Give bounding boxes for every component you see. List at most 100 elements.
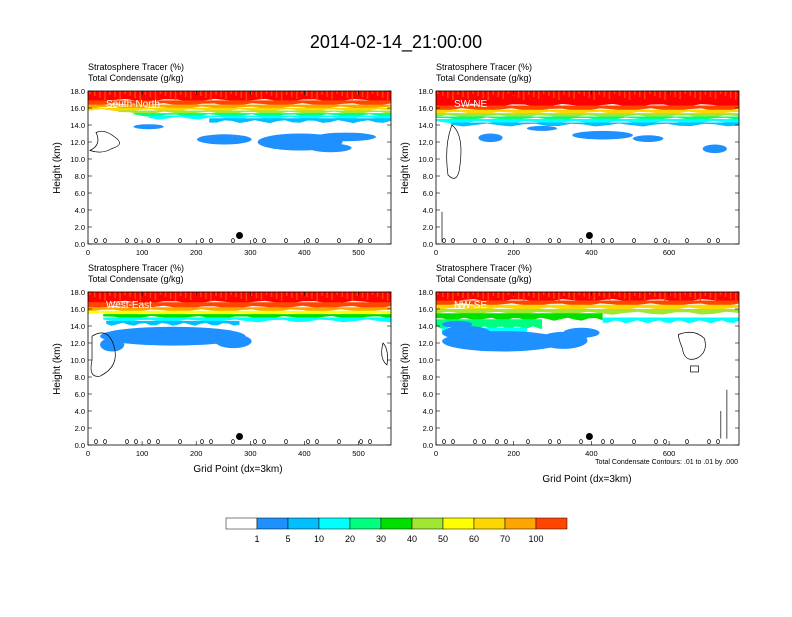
tracer-streak [714,292,717,300]
tracer-layer [88,91,391,102]
panel-label: West-East [106,300,152,311]
contour-line [473,439,477,444]
contour-line [306,439,310,444]
tracer-streak [124,292,126,295]
tracer-streak [522,292,525,301]
contour-line [451,238,455,243]
tracer-streak [245,292,248,301]
tracer-streak [301,292,303,295]
tracer-streak [654,91,656,96]
contour-line [90,332,116,377]
condensate-blob [632,135,664,143]
tracer-streak [568,91,570,97]
condensate-blob [442,326,491,340]
tracer-layer [209,118,391,124]
tracer-streak [603,292,606,298]
contour-line [147,238,151,243]
tracer-streak [522,91,525,100]
tracer-streak [260,91,263,99]
tracer-streak [109,91,111,95]
tracer-streak [472,292,474,295]
tracer-streak [255,91,258,97]
contour-line [134,238,138,243]
colorbar-label: 20 [345,534,355,544]
y-tick-label: 14.0 [70,121,85,130]
y-tick-label: 16.0 [70,305,85,314]
y-tick-label: 10.0 [70,155,85,164]
tracer-streak [94,292,96,297]
tracer-streak [644,91,646,99]
tracer-streak [361,292,364,298]
tracer-streak [563,292,565,296]
tracer-streak [497,292,500,298]
contour-line [147,439,151,444]
tracer-streak [235,292,237,297]
tracer-streak [517,292,520,299]
tracer-streak [674,292,676,298]
contour-line [94,439,98,444]
plot-area: SW-NE 0.0 2.0 4.0 6.0 8.0 10.0 12.0 14.0 16.0 18.0… [418,87,740,257]
figure-title: 2014-02-14_21:00:00 [310,32,482,53]
colorbar-swatch [287,517,320,530]
tracer-streak [507,91,510,94]
tracer-streak [179,91,182,95]
y-tick-label: 10.0 [418,155,433,164]
tracer-streak [709,91,712,97]
tracer-streak [179,292,182,296]
tracer-streak [437,292,439,295]
tracer-streak [477,91,479,96]
contour-line [548,439,552,444]
tracer-streak [205,292,207,299]
colorbar-swatch [442,517,475,530]
tracer-streak [210,91,212,100]
contour-line [337,238,341,243]
colorbar-label: 40 [407,534,417,544]
x-tick-label: 100 [136,248,149,257]
contour-line [125,439,129,444]
tracer-streak [144,292,147,296]
contour-line [482,238,486,243]
tracer-streak [654,292,656,297]
tracer-streak [502,292,505,300]
contour-line [178,238,182,243]
tracer-streaks [89,292,389,301]
tracer-layer [602,317,739,324]
contour-line [557,439,561,444]
tracer-streak [634,91,636,95]
tracer-streak [457,292,459,296]
tracer-streak [477,292,479,297]
tracer-streak [472,91,474,94]
contour-line [94,238,98,243]
colorbar-label: 100 [528,534,543,544]
y-tick-label: 4.0 [423,407,433,416]
tracer-streak [694,292,696,299]
condensate-blob [563,327,600,338]
tracer-streak [255,292,258,298]
tracer-streak [659,292,661,299]
tracer-streak [598,292,601,296]
tracer-streak [664,292,666,301]
tracer-streak [235,91,237,96]
tracer-streak [674,91,676,97]
tracer-streak [336,91,338,94]
tracer-layer [436,292,739,302]
contour-line [209,238,213,243]
tracer-streak [492,91,495,95]
colorbar-label: 1 [254,534,259,544]
y-tick-label: 14.0 [418,121,433,130]
tracer-streak [679,292,681,300]
tracer-streak [684,91,686,94]
y-tick-label: 16.0 [418,305,433,314]
tracer-streak [184,91,187,97]
condensate-blob [100,337,125,352]
tracer-streak [437,91,439,94]
contour-line [200,439,204,444]
panel-header-line1: Stratosphere Tracer (%) [436,263,532,273]
tracer-streak [588,91,590,98]
condensate-blob [702,144,727,154]
tracer-streak [134,91,136,98]
location-dot-marker [585,232,593,239]
y-tick-label: 12.0 [418,339,433,348]
y-tick-label: 2.0 [75,223,85,232]
tracer-streak [598,91,601,95]
